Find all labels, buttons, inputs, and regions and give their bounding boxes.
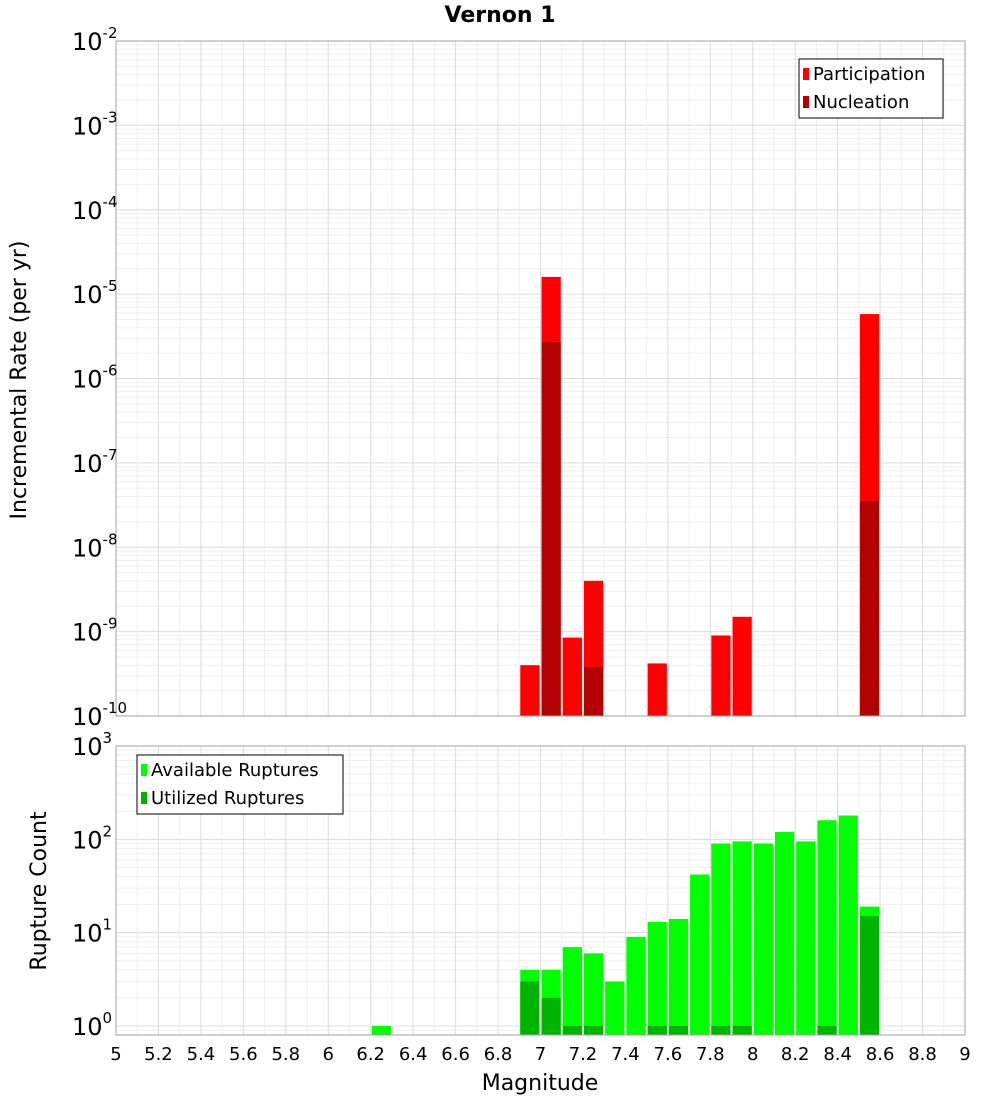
legend-entry: Nucleation	[813, 92, 909, 113]
y-axis-ticks: 10-2 10-3 10-4 10-5 10-6 10-7 10-8 10-9 10-10	[72, 24, 127, 731]
panel-rupture-count: 103 102 101 100 Available Ruptures Utilized R…	[72, 729, 966, 1041]
legend-swatch	[141, 792, 147, 804]
series-available-ruptures	[371, 815, 880, 1035]
x-tick-label: 6.6	[441, 1044, 470, 1065]
legend-swatch	[803, 68, 809, 80]
x-axis-label: Magnitude	[482, 1071, 599, 1096]
bar	[838, 815, 858, 1035]
bar	[668, 919, 689, 1035]
bar	[690, 874, 710, 1035]
bar	[859, 916, 880, 1035]
y-tick-label: 10-10	[72, 699, 127, 731]
x-tick-label: 8.6	[866, 1044, 895, 1065]
panel-incremental-rate: 10-2 10-3 10-4 10-5 10-6 10-7 10-8 10-9 10-10 Par…	[72, 24, 966, 731]
bar	[562, 1025, 582, 1035]
x-tick-label: 8.2	[781, 1044, 810, 1065]
legend: Available Ruptures Utilized Ruptures	[136, 754, 344, 815]
y-tick-label: 102	[72, 822, 112, 854]
legend-entry: Utilized Ruptures	[151, 788, 304, 809]
bar	[605, 981, 625, 1035]
x-tick-label: 7.8	[696, 1044, 725, 1065]
bar	[668, 1025, 689, 1035]
bar	[583, 1025, 604, 1035]
bar	[817, 820, 837, 1035]
x-tick-label: 6	[323, 1044, 334, 1065]
y-tick-label: 10-7	[72, 446, 118, 478]
y-axis-label-count: Rupture Count	[27, 811, 52, 971]
chart-title: Vernon 1	[445, 3, 556, 28]
bar	[647, 1025, 667, 1035]
x-tick-label: 5.2	[144, 1044, 173, 1065]
y-tick-label: 10-4	[72, 193, 118, 225]
bar	[647, 663, 667, 716]
bar	[520, 665, 540, 716]
bar	[541, 342, 561, 716]
bar	[732, 616, 752, 716]
bar	[796, 841, 816, 1035]
legend-entry: Available Ruptures	[151, 760, 319, 781]
bar	[859, 501, 880, 716]
x-tick-label: 7.4	[611, 1044, 640, 1065]
x-tick-label: 5.4	[187, 1044, 216, 1065]
legend-box	[798, 58, 944, 119]
x-tick-label: 7.2	[569, 1044, 598, 1065]
plot-frame	[115, 40, 966, 717]
x-tick-label: 7.6	[654, 1044, 683, 1065]
y-tick-label: 101	[72, 916, 112, 948]
plot-frame	[115, 745, 966, 1036]
x-tick-label: 5.8	[271, 1044, 300, 1065]
y-tick-label: 100	[72, 1009, 112, 1041]
x-tick-label: 8	[747, 1044, 758, 1065]
bar	[732, 1025, 752, 1035]
y-tick-label: 10-5	[72, 277, 118, 309]
bar	[371, 1025, 391, 1035]
x-tick-label: 8.4	[823, 1044, 852, 1065]
bar	[732, 841, 752, 1035]
gridlines	[115, 40, 966, 717]
x-tick-label: 6.4	[399, 1044, 428, 1065]
x-tick-label: 5	[110, 1044, 121, 1065]
legend-box	[136, 754, 344, 815]
y-tick-label: 10-8	[72, 530, 118, 562]
bar	[520, 981, 540, 1035]
y-tick-label: 10-3	[72, 108, 118, 140]
bar	[562, 947, 582, 1035]
bar	[583, 953, 604, 1035]
y-axis-label-rate: Incremental Rate (per yr)	[7, 241, 32, 520]
y-axis-ticks: 103 102 101 100	[72, 729, 112, 1041]
bar	[647, 922, 667, 1035]
x-tick-label: 5.6	[229, 1044, 258, 1065]
bar	[583, 667, 604, 716]
bar	[711, 1025, 731, 1035]
y-tick-label: 10-9	[72, 615, 118, 647]
x-tick-label: 9	[959, 1044, 970, 1065]
bar	[541, 997, 561, 1035]
legend-entry: Participation	[813, 64, 925, 85]
bar	[626, 936, 646, 1035]
series-utilized-ruptures	[520, 916, 880, 1035]
bar	[562, 637, 582, 716]
x-tick-label: 8.8	[908, 1044, 937, 1065]
x-tick-label: 6.2	[356, 1044, 385, 1065]
y-tick-label: 10-2	[72, 24, 118, 56]
legend-swatch	[141, 764, 147, 776]
y-tick-label: 103	[72, 729, 112, 761]
y-tick-label: 10-6	[72, 362, 118, 394]
bar	[711, 843, 731, 1035]
legend: Participation Nucleation	[798, 58, 944, 119]
bar	[711, 635, 731, 716]
x-tick-label: 6.8	[484, 1044, 513, 1065]
x-tick-label: 7	[535, 1044, 546, 1065]
x-axis-ticks: 5 5.2 5.4 5.6 5.8 6 6.2 6.4 6.6 6.8 7 7.2 7.4 7.6 7.8 8…	[110, 1044, 970, 1065]
bar	[774, 831, 795, 1035]
bar	[817, 1025, 837, 1035]
series-nucleation	[541, 342, 880, 716]
legend-swatch	[803, 96, 809, 108]
bar	[753, 843, 773, 1035]
